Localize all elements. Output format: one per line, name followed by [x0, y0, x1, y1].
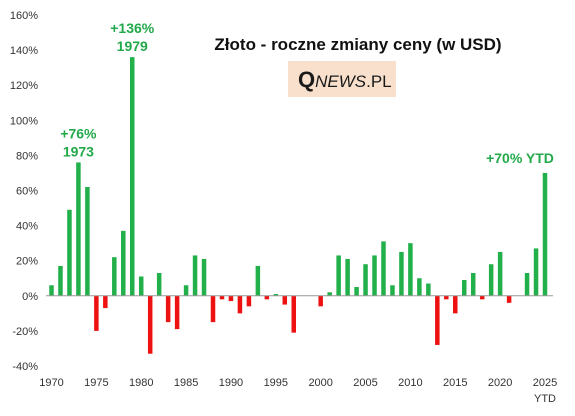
bar-1984	[174, 295, 180, 330]
bar-2025	[542, 172, 548, 296]
bars	[49, 57, 548, 354]
bar-1977	[112, 257, 117, 296]
bar-2002	[336, 255, 341, 296]
bar-1993	[255, 265, 261, 296]
bar-1974	[85, 186, 90, 296]
bar-1978	[121, 230, 126, 296]
annotation-value-2025: +70% YTD	[486, 150, 554, 166]
logo-news: NEWS	[315, 72, 367, 91]
bar-2024	[533, 248, 539, 296]
annotation-year-1973: 1973	[63, 143, 94, 159]
x-tick-label: 1980	[129, 377, 153, 389]
annotations: +76% 1973 +136% 1979 +70% YTD	[60, 20, 554, 166]
bar-2018	[479, 295, 485, 300]
bar-1991	[237, 295, 243, 314]
annotation-value-1973: +76%	[60, 125, 97, 141]
bar-1976	[103, 295, 108, 309]
y-tick-label: 140%	[10, 45, 38, 57]
bar-2017	[470, 272, 476, 296]
y-tick-label: 160%	[10, 10, 38, 22]
bar-2009	[399, 251, 404, 296]
bar-1990	[228, 295, 234, 302]
bar-2015	[453, 295, 458, 314]
logo-q: Q	[298, 67, 315, 92]
bar-1987	[201, 258, 207, 296]
bar-1986	[192, 255, 198, 296]
logo-text: QNEWS.PL	[298, 67, 392, 92]
bar-2021	[506, 295, 512, 303]
bar-2023	[524, 272, 530, 296]
bar-2008	[390, 285, 395, 296]
x-tick-label: 1985	[174, 377, 198, 389]
y-tick-label: 0%	[22, 291, 38, 303]
bar-2011	[417, 278, 422, 296]
bar-2005	[363, 264, 368, 296]
qnews-logo: QNEWS.PL	[288, 61, 396, 97]
x-tick-label: 2020	[488, 377, 512, 389]
bar-2004	[354, 287, 359, 296]
bar-1997	[291, 295, 297, 333]
bar-1982	[156, 272, 162, 296]
x-tick-label: 2025	[533, 377, 557, 389]
bar-1983	[165, 295, 171, 323]
bar-1973	[76, 162, 81, 296]
x-tick-sublabel: YTD	[534, 393, 556, 405]
bar-1970	[49, 285, 54, 296]
annotation-year-1979: 1979	[117, 38, 148, 54]
x-tick-label: 2015	[443, 377, 467, 389]
bar-1980	[138, 276, 144, 296]
bar-2000	[318, 295, 323, 307]
bar-2020	[497, 251, 503, 296]
bar-2003	[345, 258, 350, 296]
x-tick-label: 1970	[39, 377, 63, 389]
y-tick-label: -40%	[12, 361, 38, 373]
bar-2007	[381, 241, 386, 296]
bar-2014	[444, 295, 449, 300]
bar-1985	[183, 285, 189, 296]
bar-2001	[327, 292, 332, 296]
x-tick-label: 1990	[219, 377, 243, 389]
bar-1994	[264, 295, 270, 300]
x-axis-ticks: 1970 1975 1980 1985 1990 1995 2000 2005 2010 2015…	[39, 377, 557, 405]
y-axis-ticks: -40% -20% 0% 20% 40% 60% 80% 100% 120% 140% 160%	[10, 10, 38, 373]
bar-1979	[130, 57, 135, 296]
x-tick-label: 2000	[308, 377, 332, 389]
x-tick-label: 1995	[264, 377, 288, 389]
x-tick-label: 2010	[398, 377, 422, 389]
x-tick-label: 2005	[353, 377, 377, 389]
y-tick-label: 80%	[16, 150, 38, 162]
y-tick-label: 120%	[10, 80, 38, 92]
bar-1971	[58, 265, 63, 296]
bar-2010	[408, 243, 413, 296]
bar-1981	[147, 295, 153, 354]
bar-1972	[67, 209, 72, 296]
y-tick-label: -20%	[12, 326, 38, 338]
bar-1996	[282, 295, 288, 305]
bar-1995	[273, 294, 279, 296]
logo-background	[288, 61, 396, 97]
bar-1992	[246, 295, 252, 307]
annotation-value-1979: +136%	[110, 20, 155, 36]
bar-2006	[372, 255, 377, 296]
bar-1988	[210, 295, 216, 323]
bar-2016	[461, 280, 467, 296]
bar-1975	[94, 295, 99, 331]
logo-suffix: .PL	[366, 72, 392, 91]
y-tick-label: 40%	[16, 221, 38, 233]
bar-2012	[426, 283, 431, 296]
y-tick-label: 60%	[16, 186, 38, 198]
bar-1989	[219, 295, 225, 300]
bar-2019	[488, 264, 494, 296]
x-tick-label: 1975	[84, 377, 108, 389]
y-tick-label: 20%	[16, 256, 38, 268]
chart-title: Złoto - roczne zmiany ceny (w USD)	[214, 35, 501, 54]
bar-2013	[435, 295, 440, 345]
y-tick-label: 100%	[10, 115, 38, 127]
